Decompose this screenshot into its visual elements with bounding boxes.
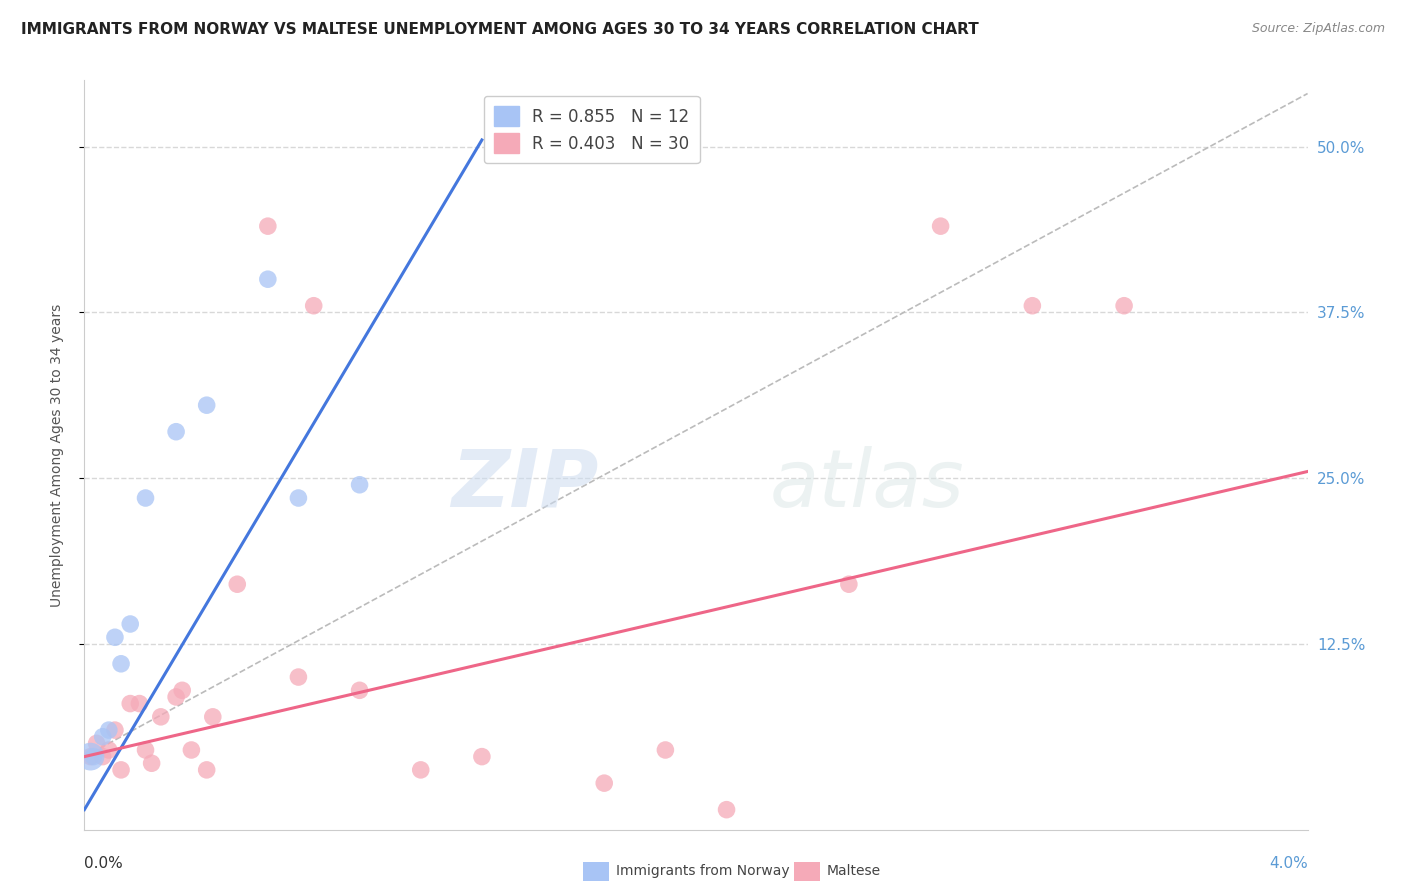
Point [104, 630, 127, 644]
Point [128, 697, 150, 711]
Point [929, 219, 952, 234]
Point [593, 776, 616, 790]
Point [110, 657, 132, 671]
Text: 0.0%: 0.0% [84, 856, 124, 871]
Point [180, 743, 202, 757]
Point [141, 756, 163, 771]
Point [172, 683, 194, 698]
Point [97, 723, 120, 737]
Point [195, 398, 218, 412]
Point [83, 749, 105, 764]
Text: atlas: atlas [769, 446, 965, 524]
Point [120, 617, 142, 632]
Point [716, 803, 738, 817]
Point [135, 743, 157, 757]
Point [201, 710, 224, 724]
Text: 4.0%: 4.0% [1268, 856, 1308, 871]
Point [287, 670, 309, 684]
Point [91, 749, 114, 764]
Point [287, 491, 309, 505]
Point [226, 577, 249, 591]
Point [135, 491, 157, 505]
Legend: R = 0.855   N = 12, R = 0.403   N = 30: R = 0.855 N = 12, R = 0.403 N = 30 [484, 96, 700, 163]
Y-axis label: Unemployment Among Ages 30 to 34 years: Unemployment Among Ages 30 to 34 years [49, 303, 63, 607]
Point [349, 477, 371, 491]
Text: Source: ZipAtlas.com: Source: ZipAtlas.com [1251, 22, 1385, 36]
Point [302, 299, 325, 313]
Point [1114, 299, 1136, 313]
Point [91, 730, 114, 744]
Point [471, 749, 494, 764]
Point [165, 690, 187, 704]
Point [195, 763, 218, 777]
Point [86, 736, 108, 750]
Point [165, 425, 187, 439]
Point [409, 763, 432, 777]
Point [97, 743, 120, 757]
Point [349, 683, 371, 698]
Point [110, 763, 132, 777]
Point [149, 710, 172, 724]
Text: Immigrants from Norway: Immigrants from Norway [616, 864, 789, 879]
Text: Maltese: Maltese [827, 864, 880, 879]
Point [79, 749, 101, 764]
Point [120, 697, 142, 711]
Point [257, 219, 280, 234]
Text: IMMIGRANTS FROM NORWAY VS MALTESE UNEMPLOYMENT AMONG AGES 30 TO 34 YEARS CORRELA: IMMIGRANTS FROM NORWAY VS MALTESE UNEMPL… [21, 22, 979, 37]
Point [79, 749, 101, 764]
Point [104, 723, 127, 737]
Point [838, 577, 860, 591]
Text: ZIP: ZIP [451, 446, 598, 524]
Point [257, 272, 280, 286]
Point [654, 743, 676, 757]
Point [1021, 299, 1043, 313]
